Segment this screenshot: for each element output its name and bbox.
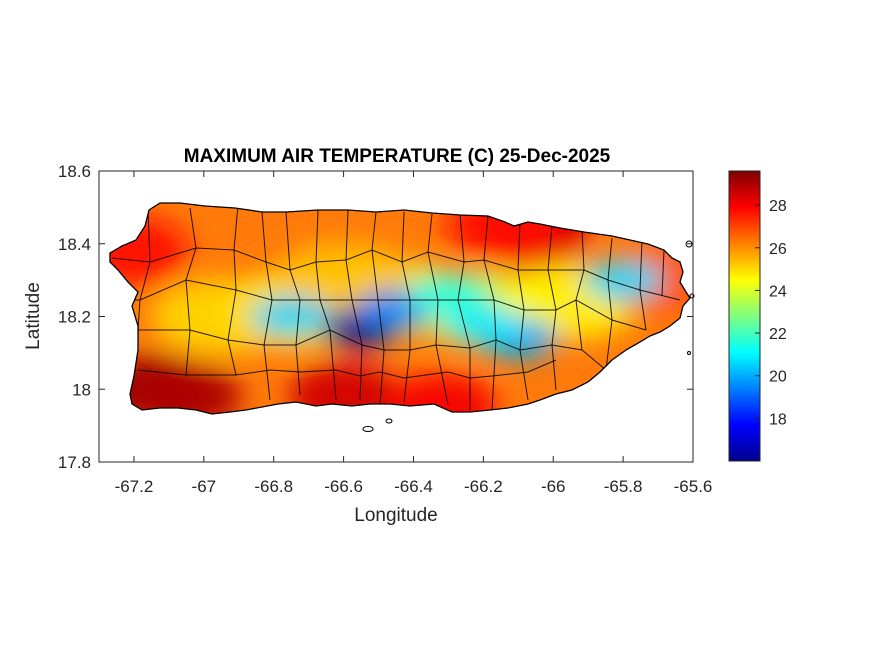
x-tick-label: -67.2 xyxy=(115,477,154,496)
island-coastline xyxy=(109,202,691,415)
temperature-band-4 xyxy=(151,278,292,355)
chart-title: MAXIMUM AIR TEMPERATURE (C) 25-Dec-2025 xyxy=(184,146,611,167)
colorbar-gradient xyxy=(728,170,761,462)
colorbar-tick-label: 26 xyxy=(769,241,787,258)
cool-spot-4 xyxy=(443,303,524,344)
x-tick-label: -66.4 xyxy=(394,477,433,496)
y-tick-label: 18.6 xyxy=(58,162,91,181)
y-tick-label: 18.2 xyxy=(58,308,91,327)
x-tick-label: -66.8 xyxy=(254,477,293,496)
islet-south-coast xyxy=(385,418,393,424)
cool-spot-2 xyxy=(251,296,332,337)
colorbar-tick-label: 20 xyxy=(769,369,787,386)
x-tick-label: -66.2 xyxy=(464,477,503,496)
islet-east-2 xyxy=(687,351,691,355)
colorbar-tick-label: 18 xyxy=(769,411,787,428)
cool-spot-6 xyxy=(408,274,489,315)
colorbar-ticks: 18 20 22 24 26 28 xyxy=(755,198,787,428)
islet-east-3 xyxy=(689,293,695,299)
x-axis: -67.2 -67 -66.8 -66.6 -66.4 -66.2 -66 -65.8 -65.… xyxy=(115,171,713,496)
colorbar-tick-label: 28 xyxy=(769,198,787,215)
x-axis-label: Longitude xyxy=(354,505,437,526)
x-tick-label: -66.6 xyxy=(324,477,363,496)
colorbar: 18 20 22 24 26 28 xyxy=(728,170,787,462)
colorbar-tick-label: 24 xyxy=(769,283,787,300)
cool-spot-5 xyxy=(583,260,664,301)
hot-spot-6 xyxy=(110,217,189,286)
y-tick-label: 18.4 xyxy=(58,235,91,254)
y-tick-label: 17.8 xyxy=(58,453,91,472)
islet-caja-de-muertos xyxy=(362,426,374,432)
x-tick-label: -65.6 xyxy=(674,477,713,496)
y-axis-label: Latitude xyxy=(23,282,44,350)
colorbar-tick-label: 22 xyxy=(769,326,787,343)
x-tick-label: -65.8 xyxy=(604,477,643,496)
x-tick-label: -67 xyxy=(192,477,217,496)
municipality-borders xyxy=(111,204,681,411)
y-axis: 17.8 18 18.2 18.4 18.6 xyxy=(58,162,693,472)
x-tick-label: -66 xyxy=(541,477,566,496)
y-tick-label: 18 xyxy=(72,380,91,399)
